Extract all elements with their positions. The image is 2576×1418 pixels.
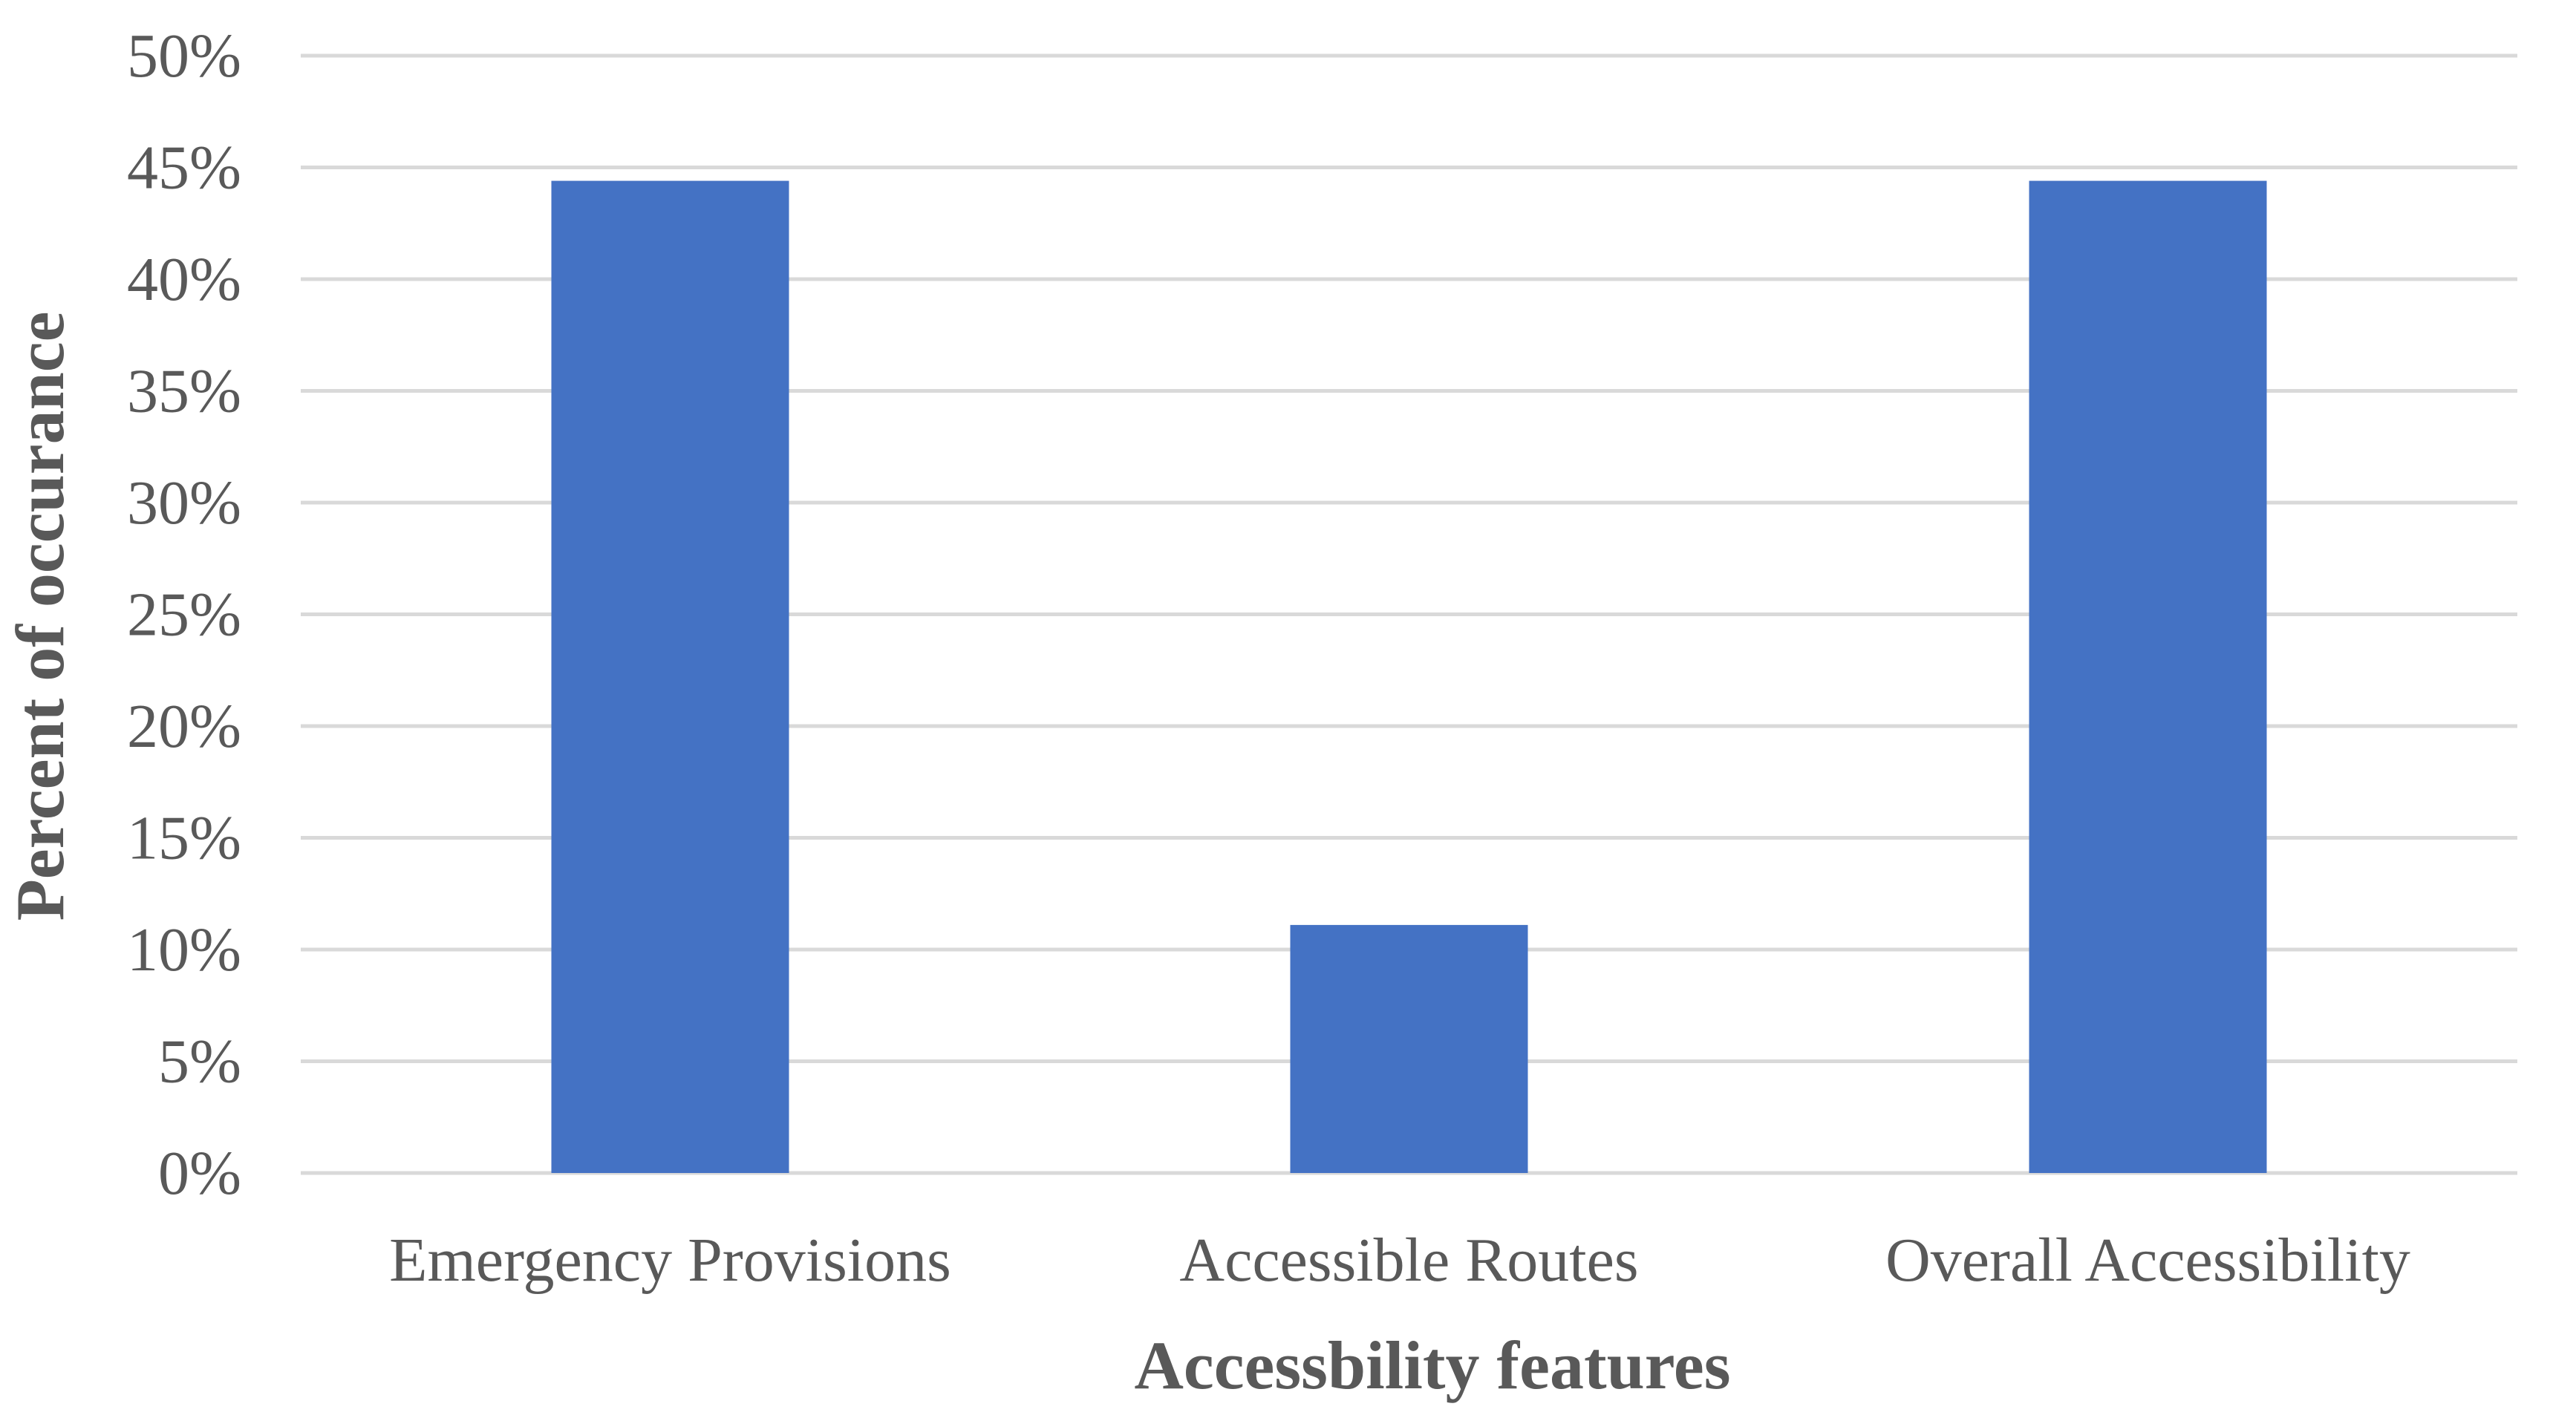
y-tick-label: 45% xyxy=(127,134,241,203)
bar-overall-accessibility xyxy=(2029,180,2267,1173)
bars xyxy=(551,180,2267,1173)
y-tick-label: 50% xyxy=(127,22,241,91)
x-category-label: Overall Accessibility xyxy=(1885,1226,2410,1295)
bar-accessible-routes xyxy=(1290,924,1528,1173)
y-tick-label: 30% xyxy=(127,468,241,538)
y-tick-label: 15% xyxy=(127,804,241,873)
x-axis-category-labels: Emergency Provisions Accessible Routes Ove… xyxy=(389,1226,2410,1295)
x-category-label: Accessible Routes xyxy=(1179,1226,1638,1295)
y-tick-label: 0% xyxy=(158,1139,241,1208)
y-tick-label: 20% xyxy=(127,692,241,761)
y-tick-label: 25% xyxy=(127,581,241,650)
bar-emergency-provisions xyxy=(551,180,789,1173)
y-tick-label: 35% xyxy=(127,357,241,426)
y-axis-title: Percent of occurance xyxy=(2,312,78,921)
y-tick-label: 40% xyxy=(127,245,241,314)
x-category-label: Emergency Provisions xyxy=(389,1226,951,1295)
y-axis-tick-labels: 0% 5% 10% 15% 20% 25% 30% 35% 40% 45% 50% xyxy=(127,22,241,1208)
y-tick-label: 5% xyxy=(158,1027,241,1097)
y-tick-label: 10% xyxy=(127,915,241,984)
x-axis-title: Accessbility features xyxy=(1134,1327,1730,1403)
